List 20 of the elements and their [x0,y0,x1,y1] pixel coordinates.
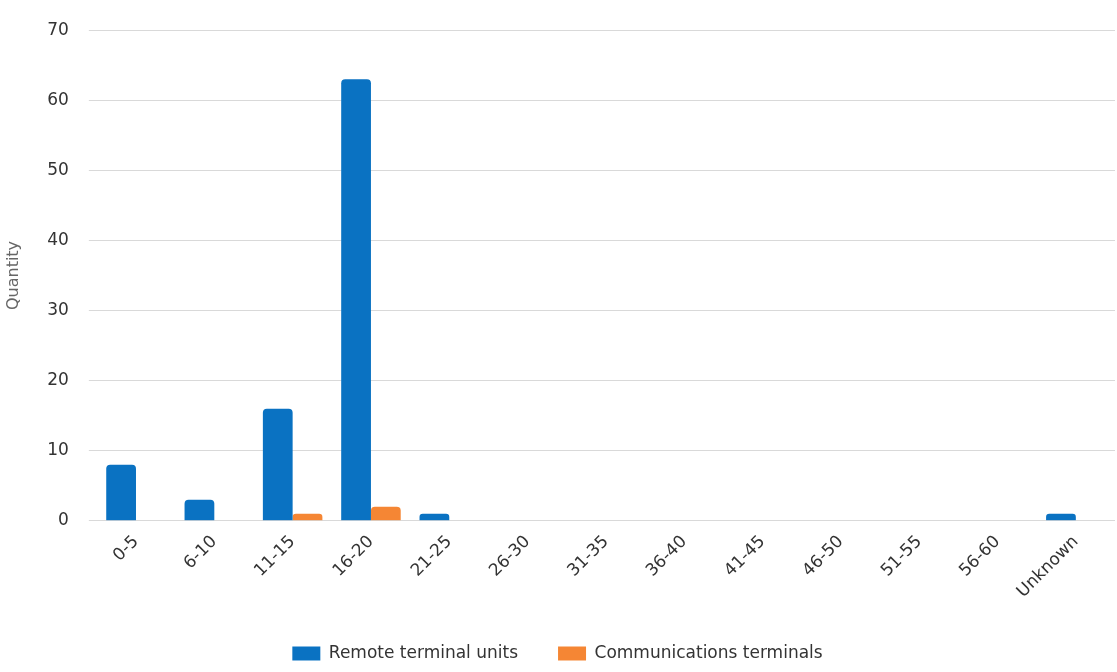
bar [370,506,401,521]
bar [1046,513,1076,521]
legend-label: Remote terminal units [328,641,519,662]
bar [106,464,136,521]
y-tick-label: 20 [47,369,69,390]
y-axis-title: Quantity [2,240,22,311]
y-tick-label: 50 [47,158,69,179]
bar [184,499,215,521]
y-tick-label: 30 [47,298,69,319]
y-tick-label: 0 [58,509,69,530]
bar [419,513,450,521]
bar [341,79,371,521]
bar [292,513,323,521]
bar [262,408,293,521]
legend-label: Communications terminals [594,641,823,662]
x-tick-label: 0-5 [108,530,142,565]
y-tick-label: 70 [47,18,69,39]
y-tick-label: 10 [47,439,69,460]
y-tick-label: 60 [47,88,69,109]
y-tick-label: 40 [47,228,69,249]
